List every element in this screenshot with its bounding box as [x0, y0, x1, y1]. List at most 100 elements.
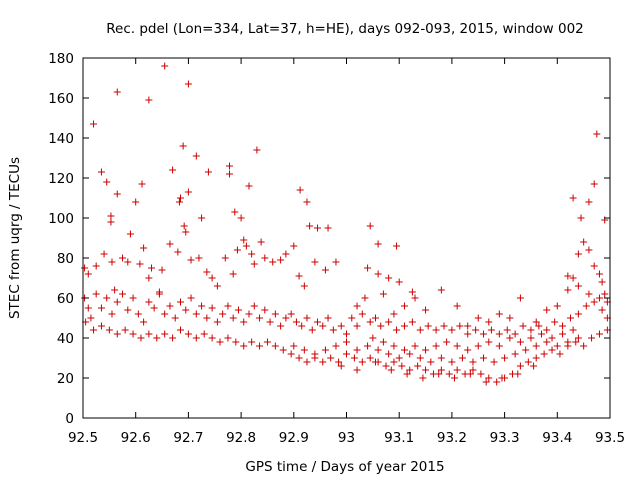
data-point: [332, 258, 340, 266]
data-point: [111, 286, 119, 294]
data-point: [385, 350, 393, 358]
data-point: [348, 314, 356, 322]
data-point: [287, 310, 295, 318]
data-point: [458, 354, 466, 362]
data-point: [477, 370, 485, 378]
data-point: [84, 304, 92, 312]
data-point: [175, 198, 183, 206]
data-point: [161, 310, 169, 318]
data-point: [248, 250, 256, 258]
data-point: [113, 190, 121, 198]
data-point: [350, 354, 358, 362]
data-point: [580, 342, 588, 350]
data-point: [432, 326, 440, 334]
data-point: [374, 270, 382, 278]
data-point: [366, 222, 374, 230]
data-point: [456, 322, 464, 330]
data-point: [427, 358, 435, 366]
data-point: [527, 326, 535, 334]
data-point: [595, 294, 603, 302]
data-point: [204, 168, 212, 176]
data-point: [569, 194, 577, 202]
y-tick-label: 80: [57, 251, 74, 267]
data-point: [487, 326, 495, 334]
data-point: [269, 258, 277, 266]
data-point: [464, 330, 472, 338]
data-point: [506, 314, 514, 322]
data-point: [314, 224, 322, 232]
data-point: [174, 248, 182, 256]
data-point: [337, 322, 345, 330]
data-point: [198, 214, 206, 222]
data-point: [511, 350, 519, 358]
y-axis-ticks: 0 20 40 60 80 100 120 140 160 180: [48, 51, 610, 427]
data-point: [564, 338, 572, 346]
data-point: [108, 310, 116, 318]
data-point: [203, 314, 211, 322]
data-point: [180, 222, 188, 230]
data-point: [480, 330, 488, 338]
y-axis-label: STEC from uqrg / TECUs: [7, 157, 23, 319]
data-point: [585, 198, 593, 206]
data-point: [387, 366, 395, 374]
data-point: [179, 142, 187, 150]
data-point: [314, 318, 322, 326]
data-point: [482, 378, 490, 386]
data-point: [390, 342, 398, 350]
data-point: [145, 96, 153, 104]
x-tick-label: 92.8: [226, 430, 256, 446]
data-point: [358, 358, 366, 366]
data-point: [464, 346, 472, 354]
y-tick-label: 60: [57, 291, 74, 307]
data-point: [516, 362, 524, 370]
data-point: [184, 188, 192, 196]
data-point: [332, 342, 340, 350]
data-point: [137, 334, 145, 342]
data-point: [324, 224, 332, 232]
data-point: [192, 152, 200, 160]
data-point: [532, 342, 540, 350]
data-point: [495, 310, 503, 318]
data-point: [385, 318, 393, 326]
data-point: [466, 370, 474, 378]
data-point: [408, 288, 416, 296]
data-point: [474, 342, 482, 350]
data-point: [553, 302, 561, 310]
data-point: [371, 314, 379, 322]
y-tick-label: 180: [48, 51, 74, 67]
data-point: [129, 294, 137, 302]
data-point: [393, 242, 401, 250]
data-point: [379, 338, 387, 346]
data-point: [580, 238, 588, 246]
data-point: [569, 274, 577, 282]
data-point: [176, 298, 184, 306]
data-point: [292, 318, 300, 326]
data-point: [232, 338, 240, 346]
data-point: [593, 130, 601, 138]
data-point: [134, 310, 142, 318]
data-point: [474, 314, 482, 322]
data-point: [192, 310, 200, 318]
data-point: [256, 342, 264, 350]
x-tick-label: 92.6: [121, 430, 151, 446]
data-point: [245, 182, 253, 190]
data-point: [522, 346, 530, 354]
data-point: [97, 168, 105, 176]
data-point: [282, 250, 290, 258]
data-point: [422, 346, 430, 354]
data-points: [81, 62, 611, 386]
data-point: [530, 362, 538, 370]
x-tick-label: 93.3: [490, 430, 520, 446]
data-point: [261, 254, 269, 262]
data-point: [569, 326, 577, 334]
data-point: [406, 366, 414, 374]
data-point: [585, 290, 593, 298]
data-point: [543, 326, 551, 334]
data-point: [140, 318, 148, 326]
data-point: [295, 272, 303, 280]
data-point: [271, 342, 279, 350]
data-point: [216, 338, 224, 346]
data-point: [358, 310, 366, 318]
data-point: [298, 322, 306, 330]
data-point: [551, 318, 559, 326]
